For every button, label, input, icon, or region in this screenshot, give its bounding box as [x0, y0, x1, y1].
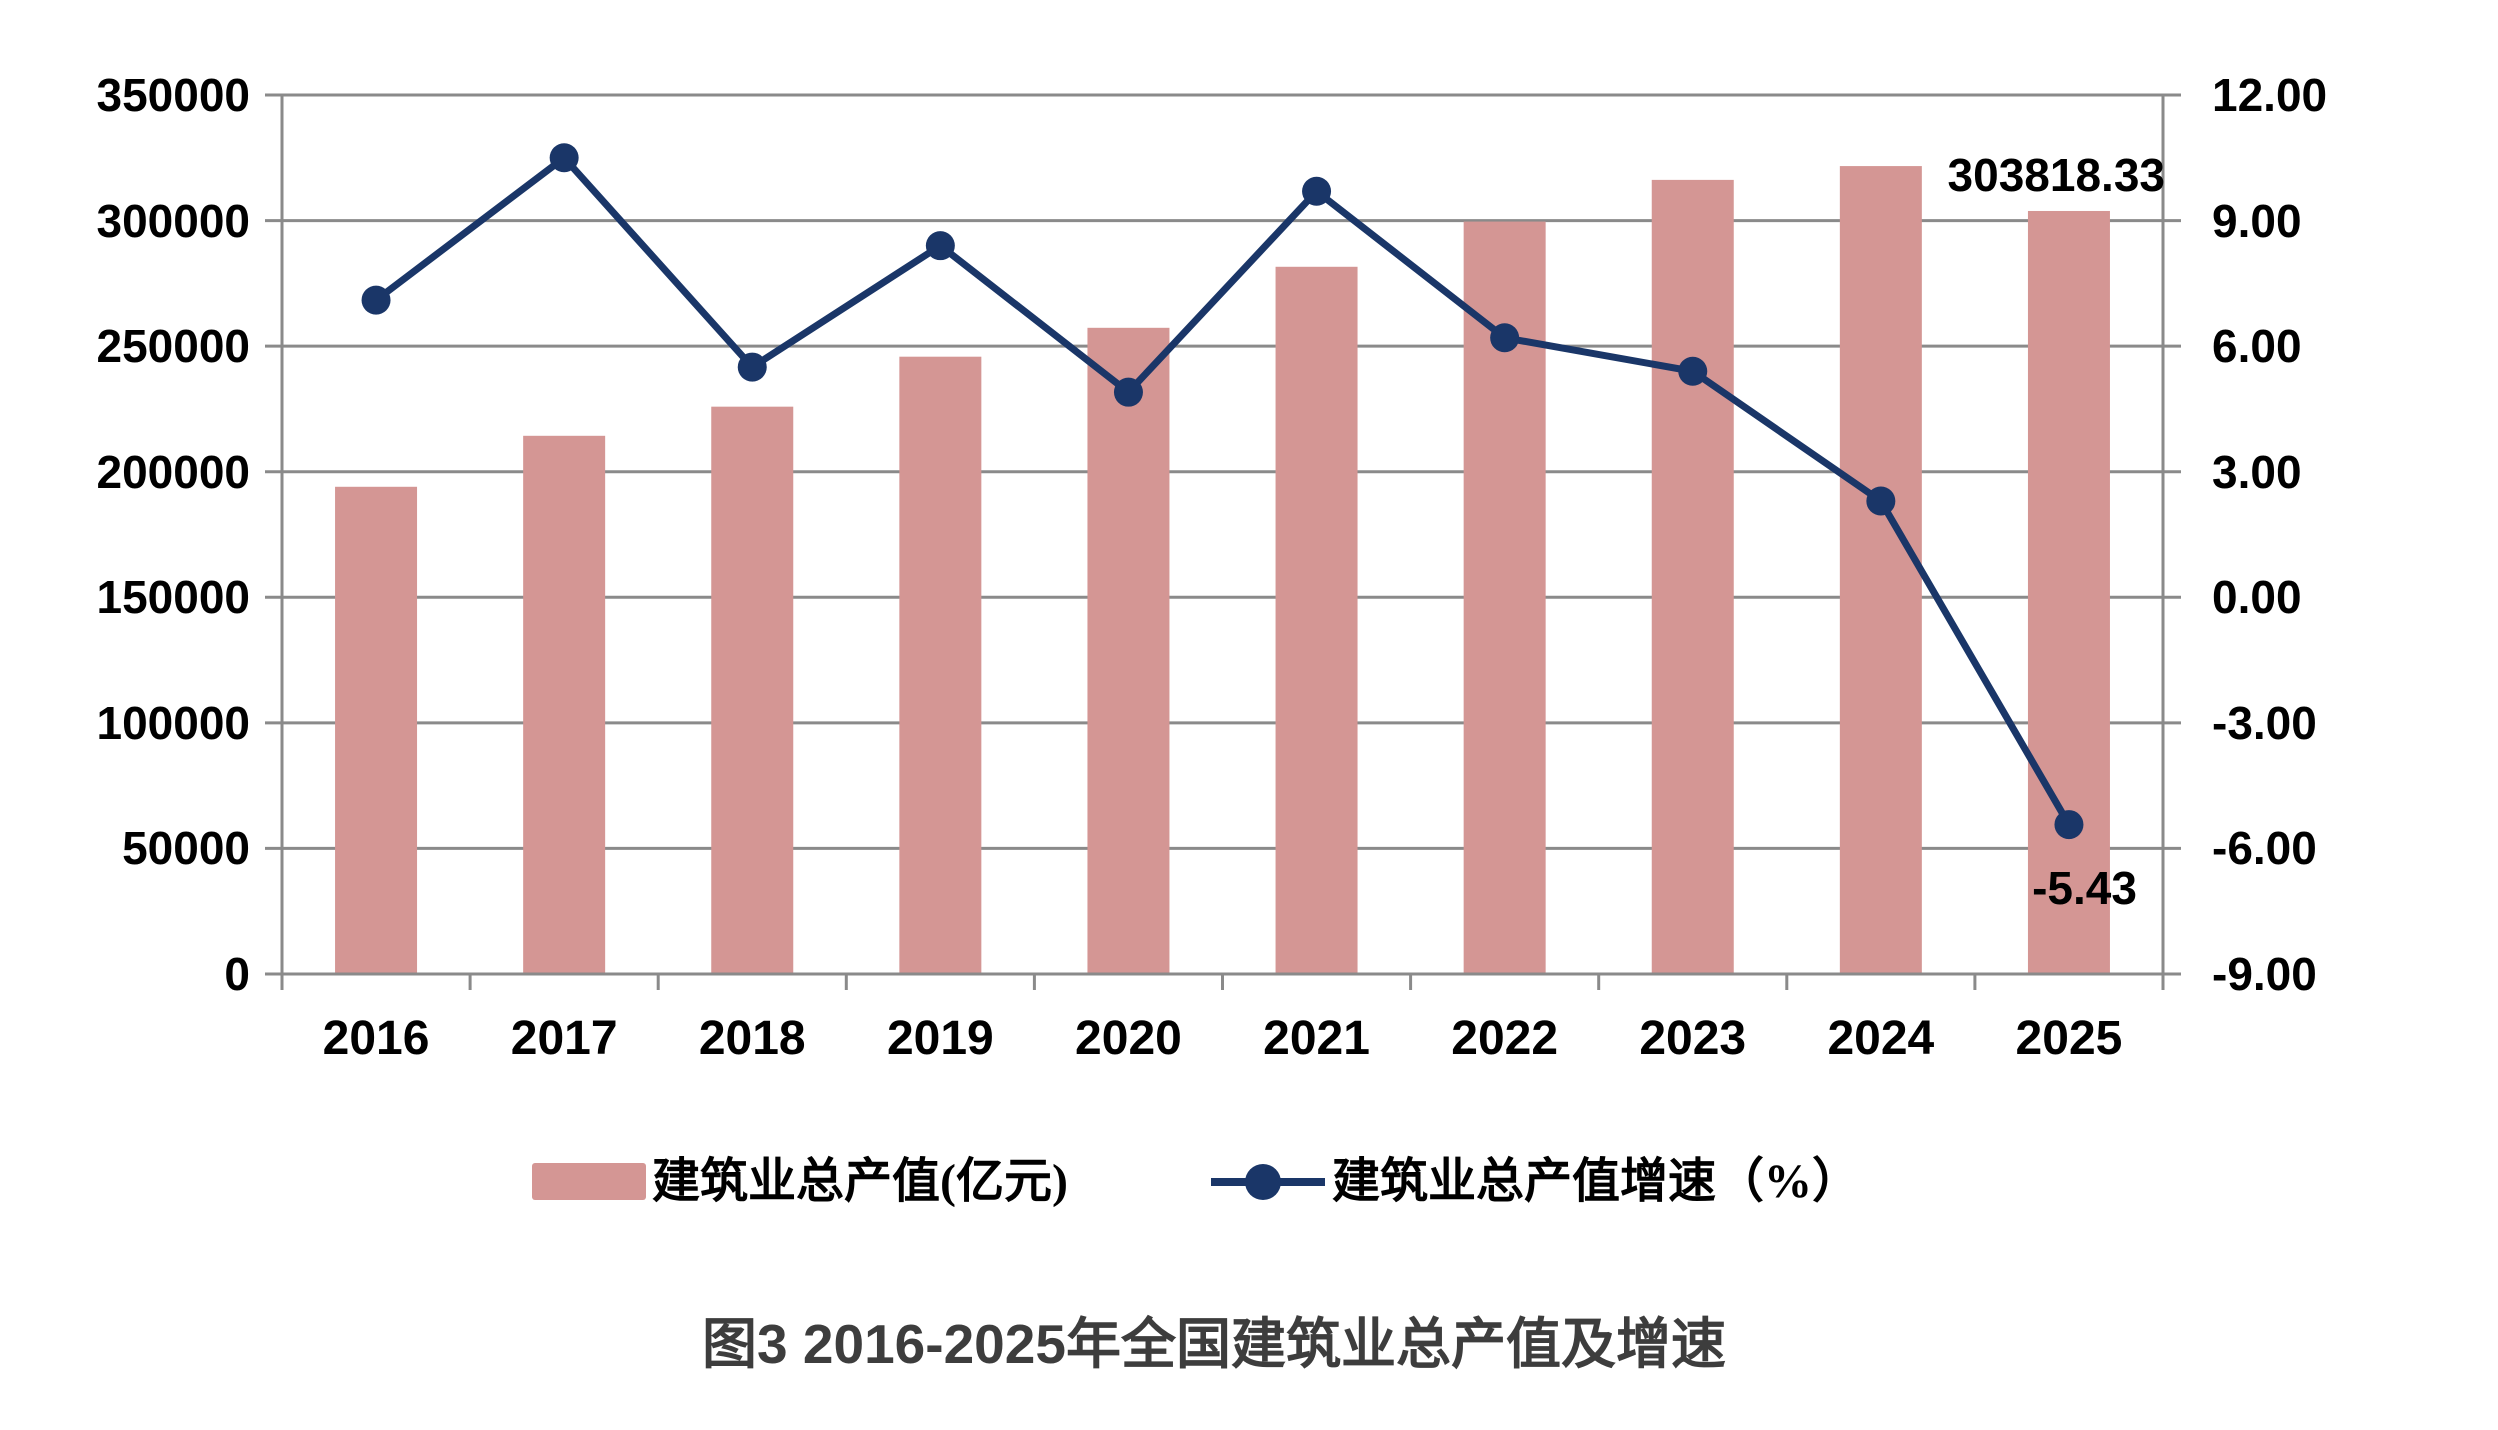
left-axis-label-300000: 300000 — [96, 194, 251, 247]
right-axis-label--3.00: -3.00 — [2212, 696, 2317, 749]
bar-2020 — [1087, 327, 1170, 974]
line-2025-value-label: -5.43 — [2032, 862, 2137, 914]
x-axis-label-2020: 2020 — [1075, 1012, 1182, 1065]
legend-bar-swatch — [532, 1163, 646, 1200]
right-axis-label--9.00: -9.00 — [2212, 948, 2317, 1000]
x-axis-label-2019: 2019 — [886, 1012, 994, 1065]
legend-line-dot — [1245, 1164, 1281, 1200]
growth-point-2025 — [2054, 810, 2084, 840]
growth-point-2024 — [1866, 486, 1896, 516]
bar-2025-value-label: 303818.33 — [1947, 149, 2165, 201]
left-axis-label-200000: 200000 — [96, 445, 251, 498]
legend-bar-label: 建筑业总产值(亿元) — [652, 1155, 1068, 1208]
right-axis-label-6.00: 6.00 — [2212, 320, 2302, 373]
bar-2017 — [523, 435, 606, 974]
growth-line-series — [372, 154, 2073, 829]
left-axis-label-150000: 150000 — [96, 571, 251, 624]
left-axis-label-0: 0 — [224, 948, 250, 1000]
x-axis-label-2025: 2025 — [2015, 1012, 2123, 1065]
legend-line-label: 建筑业总产值增速（%） — [1332, 1155, 1861, 1208]
right-axis-label-0.00: 0.00 — [2212, 571, 2302, 624]
left-axis-label-250000: 250000 — [96, 320, 251, 373]
x-axis-label-2018: 2018 — [698, 1012, 806, 1065]
growth-point-2022 — [1490, 323, 1520, 353]
growth-point-2017 — [549, 143, 579, 173]
growth-point-2018 — [737, 352, 767, 382]
right-axis-label-3.00: 3.00 — [2212, 445, 2302, 498]
right-axis-label-12.00: 12.00 — [2212, 69, 2328, 121]
growth-point-2016 — [361, 285, 391, 315]
bar-2024 — [1839, 166, 1922, 974]
left-axis-label-100000: 100000 — [96, 696, 251, 749]
bar-2019 — [899, 356, 982, 974]
figure-caption: 图3 2016-2025年全国建筑业总产值及增速 — [702, 1313, 1726, 1375]
legend-line-marker-icon — [1211, 1164, 1325, 1200]
bar-2021 — [1275, 266, 1358, 974]
x-axis-label-2024: 2024 — [1827, 1012, 1935, 1065]
x-axis-label-2021: 2021 — [1263, 1012, 1370, 1065]
x-axis-label-2023: 2023 — [1639, 1012, 1747, 1065]
bar-2018 — [711, 406, 794, 974]
x-axis-label-2022: 2022 — [1451, 1012, 1559, 1065]
bar-2016 — [335, 486, 418, 974]
right-axis-label-9.00: 9.00 — [2212, 194, 2302, 247]
left-axis-label-350000: 350000 — [96, 69, 251, 121]
right-axis-label--6.00: -6.00 — [2212, 822, 2317, 875]
bar-2023 — [1651, 179, 1734, 974]
growth-point-2019 — [925, 231, 955, 261]
left-axis-label-50000: 50000 — [122, 822, 250, 875]
x-axis-label-2016: 2016 — [322, 1012, 430, 1065]
growth-point-2020 — [1113, 377, 1143, 407]
growth-point-2023 — [1678, 356, 1708, 386]
x-axis-label-2017: 2017 — [510, 1012, 618, 1065]
growth-point-2021 — [1302, 176, 1332, 206]
bar-2025 — [2027, 210, 2110, 975]
